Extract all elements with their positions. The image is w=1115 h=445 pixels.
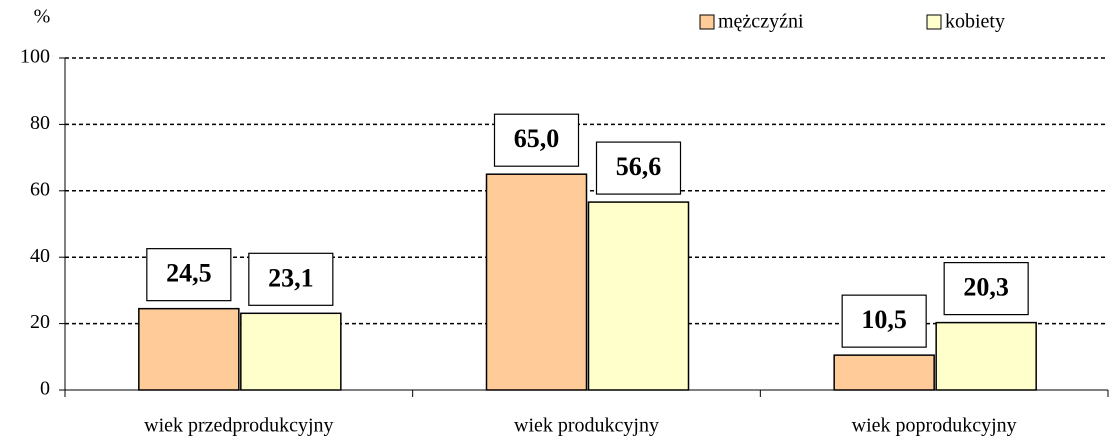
y-tick-label: 100 bbox=[20, 46, 50, 68]
bar bbox=[240, 312, 342, 391]
legend-swatch bbox=[699, 14, 715, 30]
value-label: 65,0 bbox=[514, 124, 560, 153]
y-tick-label: 20 bbox=[30, 311, 50, 333]
value-label-box bbox=[595, 141, 682, 195]
legend-label: kobiety bbox=[945, 11, 1005, 33]
value-label-box bbox=[943, 262, 1029, 316]
value-label-box bbox=[248, 252, 334, 306]
value-label-box bbox=[841, 294, 927, 348]
x-tick-label: wiek przedprodukcyjny bbox=[144, 415, 333, 437]
bar bbox=[587, 201, 690, 391]
bar bbox=[833, 354, 935, 391]
x-tick-label: wiek produkcyjny bbox=[514, 415, 659, 437]
value-label: 23,1 bbox=[268, 263, 314, 292]
y-tick-label: 40 bbox=[30, 245, 50, 267]
y-tick-label: 60 bbox=[30, 178, 50, 200]
legend-label: mężczyźni bbox=[718, 11, 804, 33]
value-label-box bbox=[493, 113, 580, 167]
value-label: 56,6 bbox=[616, 152, 662, 181]
bar bbox=[138, 307, 240, 391]
y-axis-label: % bbox=[34, 6, 51, 28]
bar bbox=[485, 173, 588, 391]
value-label-box bbox=[146, 248, 232, 302]
value-label: 10,5 bbox=[861, 305, 907, 334]
value-label: 20,3 bbox=[963, 273, 1009, 302]
legend-swatch bbox=[926, 14, 942, 30]
y-tick-label: 0 bbox=[40, 378, 50, 400]
y-tick-label: 80 bbox=[30, 112, 50, 134]
bar bbox=[935, 321, 1037, 391]
x-tick-label: wiek poprodukcyjny bbox=[852, 415, 1017, 437]
value-label: 24,5 bbox=[166, 259, 212, 288]
